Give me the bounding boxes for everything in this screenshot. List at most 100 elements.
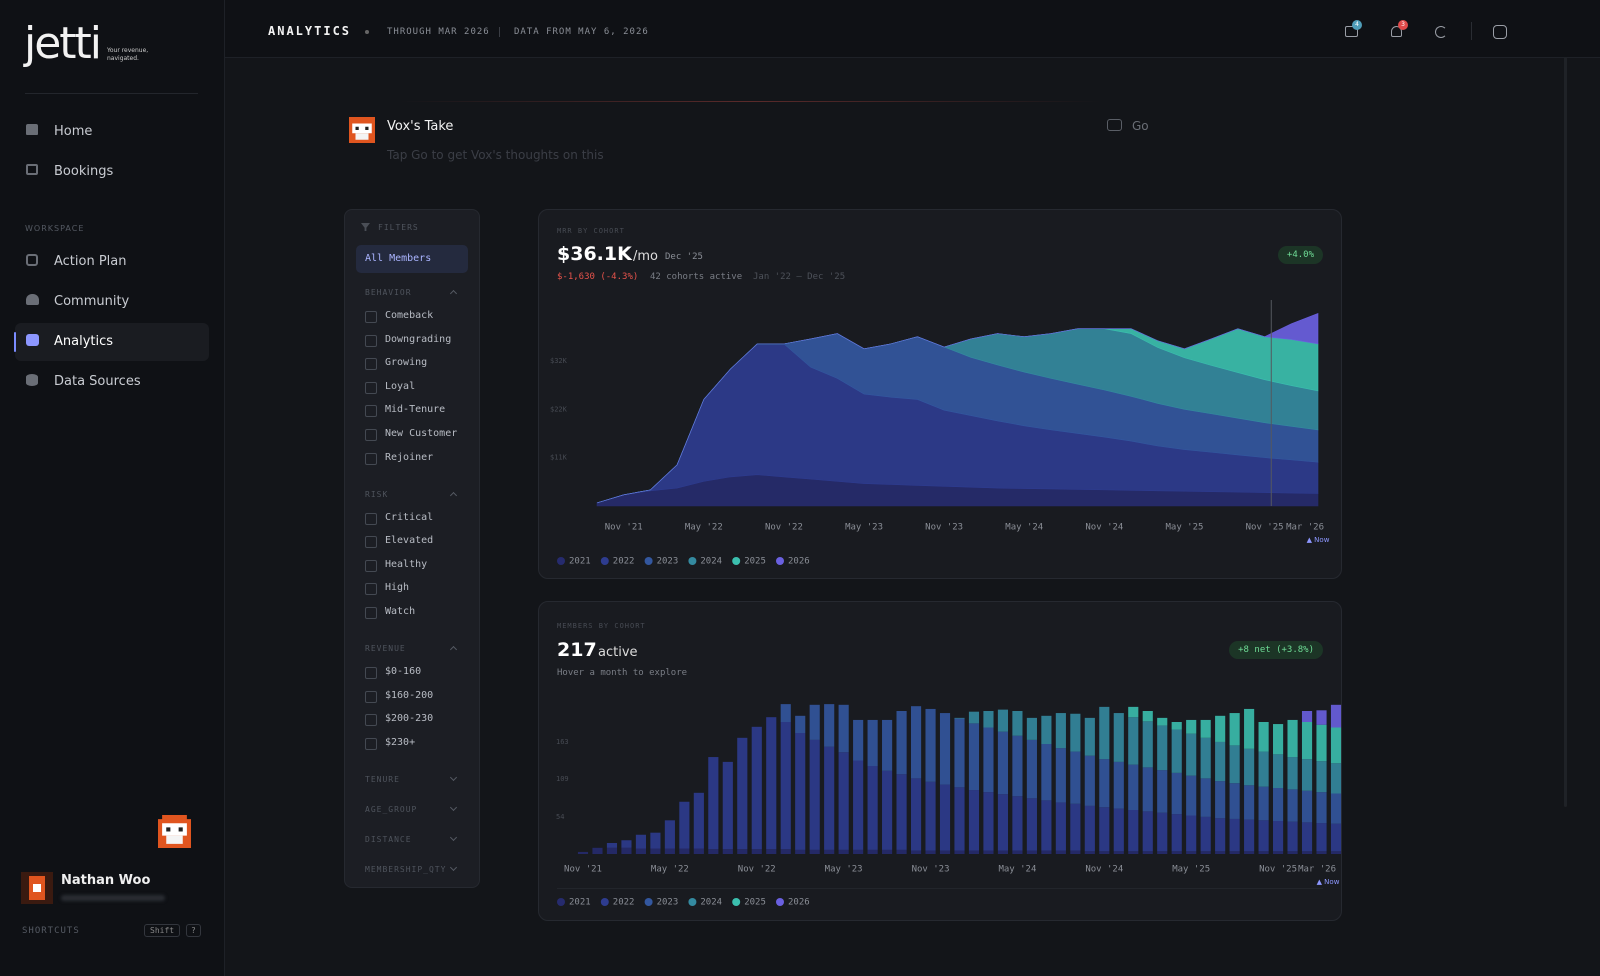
page-title: ANALYTICS (268, 24, 352, 38)
cohorts-active: 42 cohorts active (650, 272, 743, 282)
checkbox[interactable] (365, 405, 377, 418)
mascot[interactable] (158, 815, 191, 848)
change: $-1,630 (-4.3%) (557, 272, 639, 282)
checkbox[interactable] (365, 737, 377, 750)
filter-option[interactable]: Loyal (385, 380, 416, 392)
range: Jan '22 – Dec '25 (753, 272, 846, 282)
all-members[interactable]: All Members (356, 245, 468, 273)
checkbox[interactable] (365, 714, 377, 727)
unit: /mo (633, 249, 658, 264)
user-email-blurred (61, 895, 165, 901)
home-icon (26, 124, 38, 135)
checkbox[interactable] (365, 559, 377, 572)
sidebar: jetti Your revenue, navigated. Home Book… (0, 0, 225, 976)
mrr-card: MRR BY COHORT $36.1K /mo Dec '25 $-1,630… (538, 209, 1342, 579)
filter-option[interactable]: High (385, 582, 410, 594)
filter-group[interactable]: AGE_GROUP (365, 804, 418, 814)
chevron (449, 289, 458, 298)
data-from: DATA FROM MAY 6, 2026 (514, 27, 649, 37)
nav-item[interactable]: Analytics (54, 334, 114, 349)
filter-option[interactable]: New Customer (385, 428, 458, 439)
change-badge: +4.0% (1277, 246, 1323, 264)
checkbox[interactable] (365, 536, 377, 549)
filter-option[interactable]: Mid-Tenure (385, 404, 446, 416)
chevron (449, 773, 458, 781)
filter-group[interactable]: MEMBERSHIP_QTY (365, 864, 447, 874)
filter-option[interactable]: Healthy (385, 558, 428, 570)
checkbox[interactable] (365, 381, 377, 394)
net-badge: +8 net (+3.8%) (1229, 641, 1323, 659)
members-card: MEMBERS BY COHORT 217 active Hover a mon… (538, 601, 1342, 921)
filter-option[interactable]: $0-160 (385, 666, 422, 677)
data-icon (26, 374, 38, 386)
filter-option[interactable]: Elevated (385, 535, 434, 547)
badge: 4 (1352, 20, 1362, 30)
chat-icon (1107, 119, 1122, 131)
plan-icon (26, 254, 38, 266)
checkbox[interactable] (365, 429, 377, 441)
chevron (449, 803, 458, 811)
divider (557, 888, 1323, 889)
help-icon[interactable] (1493, 25, 1507, 39)
checkbox[interactable] (365, 334, 377, 347)
filter-group[interactable]: DISTANCE (365, 834, 412, 844)
active-indicator (14, 332, 16, 352)
bell-icon[interactable] (1391, 26, 1402, 37)
checkbox[interactable] (365, 358, 377, 371)
nav-item[interactable]: Data Sources (54, 374, 141, 389)
checkbox[interactable] (365, 452, 377, 465)
key: ? (186, 924, 201, 937)
nav-item[interactable]: Bookings (54, 164, 114, 179)
separator (499, 27, 500, 37)
checkbox[interactable] (365, 512, 377, 525)
checkbox[interactable] (365, 690, 377, 703)
analytics-icon (26, 334, 39, 346)
nav-item[interactable]: Home (54, 124, 93, 139)
nav-item[interactable]: Action Plan (54, 254, 127, 269)
chevron (449, 491, 458, 499)
chevron (449, 863, 458, 871)
sync-icon[interactable] (1435, 26, 1447, 38)
filter-option[interactable]: Critical (385, 511, 434, 523)
dot (365, 30, 369, 34)
filter-option[interactable]: $160-200 (385, 689, 434, 701)
vox-icon (349, 117, 375, 143)
hint: Hover a month to explore (557, 668, 688, 678)
filter-option[interactable]: Growing (385, 357, 428, 369)
card-label: MRR BY COHORT (557, 227, 625, 235)
logo: jetti (24, 18, 102, 69)
checkbox[interactable] (365, 667, 377, 679)
filter-option[interactable]: Rejoiner (385, 451, 434, 463)
headline: 217 (557, 639, 597, 661)
bookings-icon (26, 164, 38, 175)
key: Shift (144, 924, 181, 937)
badge: 3 (1398, 20, 1408, 30)
filter-option[interactable]: Watch (385, 606, 416, 617)
scrollbar (1564, 57, 1567, 807)
filter-option[interactable]: Comeback (385, 310, 434, 321)
checkbox[interactable] (365, 311, 377, 323)
divider (25, 93, 198, 94)
inbox-icon[interactable] (1345, 26, 1358, 37)
filter-group[interactable]: REVENUE (365, 644, 406, 653)
checkbox[interactable] (365, 607, 377, 619)
headline: $36.1K (557, 243, 632, 265)
filter-group[interactable]: BEHAVIOR (365, 288, 412, 297)
filter-group[interactable]: RISK (365, 489, 389, 499)
nav-item[interactable]: Community (54, 294, 130, 309)
user-name: Nathan Woo (61, 873, 151, 888)
period: Dec '25 (665, 252, 703, 262)
filter-icon (361, 223, 370, 231)
checkbox[interactable] (365, 583, 377, 596)
unit: active (598, 645, 638, 660)
section-label: WORKSPACE (25, 224, 85, 233)
filter-option[interactable]: Downgrading (385, 333, 452, 345)
avatar[interactable] (21, 872, 53, 904)
filter-group[interactable]: TENURE (365, 774, 400, 784)
filters-title: FILTERS (378, 223, 419, 232)
separator (1471, 22, 1472, 40)
filter-option[interactable]: $230+ (385, 736, 416, 748)
filter-option[interactable]: $200-230 (385, 713, 434, 725)
go-button[interactable]: Go (1132, 119, 1149, 133)
